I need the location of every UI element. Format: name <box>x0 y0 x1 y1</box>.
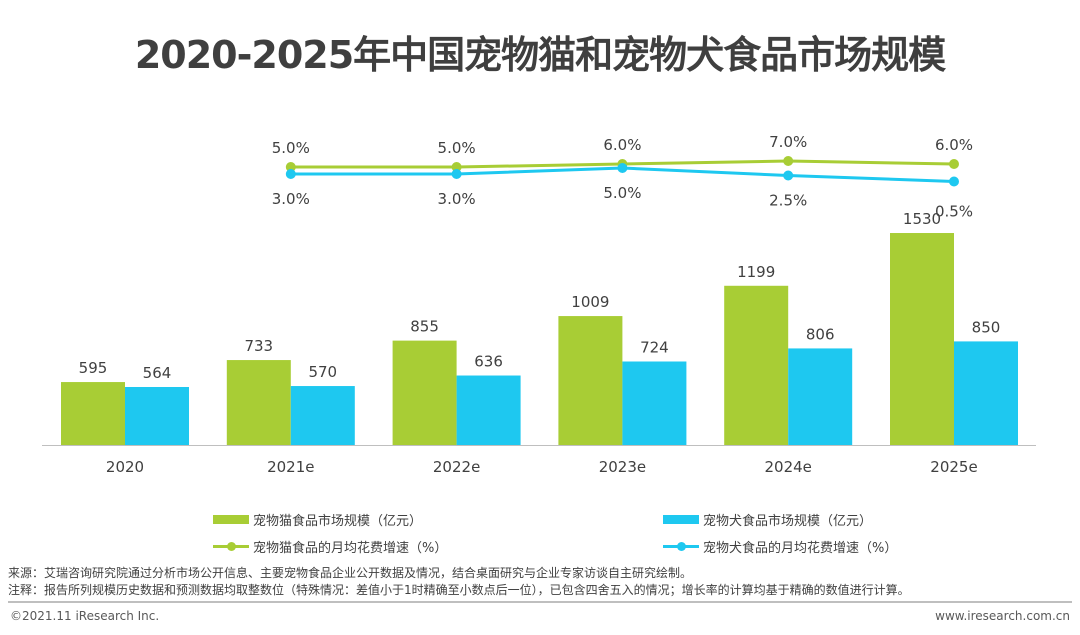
x-tick-label: 2022e <box>433 458 480 476</box>
data-label: 850 <box>972 318 1001 336</box>
line-data-label: 6.0% <box>603 136 641 154</box>
line-point <box>783 156 794 166</box>
line-point <box>617 163 628 173</box>
line-point <box>949 159 959 169</box>
bar-dog-market <box>290 386 355 445</box>
x-tick-label: 2024e <box>764 458 811 476</box>
data-label: 564 <box>143 364 172 382</box>
legend-swatch-green-bar <box>213 515 249 524</box>
data-label: 570 <box>308 363 337 381</box>
line-data-label: 2.5% <box>769 192 807 210</box>
line-point <box>285 169 296 179</box>
line-point <box>451 169 462 179</box>
line-data-label: 6.0% <box>935 136 973 154</box>
line-point <box>285 162 296 172</box>
website-link[interactable]: www.iresearch.com.cn <box>935 609 1070 623</box>
bar-cat-market <box>392 340 457 445</box>
x-tick-label: 2020 <box>106 458 144 476</box>
line-point <box>783 170 794 181</box>
data-label: 1009 <box>571 293 609 311</box>
x-tick-label: 2025e <box>930 458 977 476</box>
source-note: 来源：艾瑞咨询研究院通过分析市场公开信息、主要宠物食品企业公开数据及情况，结合桌… <box>8 566 693 580</box>
line-point <box>451 162 462 172</box>
line-data-label: 5.0% <box>603 184 641 202</box>
remark-note: 注释：报告所列规模历史数据和预测数据均取整数位（特殊情况：差值小于1时精确至小数… <box>8 583 910 597</box>
data-label: 636 <box>474 353 503 371</box>
bar-cat-market <box>890 233 954 445</box>
bar-dog-market <box>622 361 687 445</box>
data-label: 806 <box>806 325 835 343</box>
legend-label: 宠物犬食品市场规模（亿元） <box>703 514 873 529</box>
legend-label: 宠物猫食品的月均花费增速（%） <box>253 541 448 556</box>
legend-cat-growth: 宠物猫食品的月均花费增速（%） <box>213 537 447 556</box>
bar-dog-market <box>788 348 853 445</box>
data-label: 1530 <box>903 210 941 228</box>
bar-cat-market <box>724 285 789 445</box>
legend-label: 宠物猫食品市场规模（亿元） <box>253 514 423 529</box>
line-data-label: 5.0% <box>272 139 310 157</box>
bar-cat-market <box>61 382 125 445</box>
bar-dog-market <box>954 341 1018 445</box>
combo-chart: 2020 595 564 2021e 733 570 2022e 855 636 2023e 100… <box>42 133 1036 476</box>
line-point <box>949 176 959 187</box>
chart-title: 2020-2025年中国宠物猫和宠物犬食品市场规模 <box>134 33 946 77</box>
legend-swatch-blue-bar <box>663 515 699 524</box>
x-tick-label: 2021e <box>267 458 314 476</box>
legend-swatch-green-line <box>213 542 249 551</box>
bar-dog-market <box>456 375 521 445</box>
legend-dog-market: 宠物犬食品市场规模（亿元） <box>663 510 872 529</box>
data-label: 1199 <box>737 263 775 281</box>
legend-cat-market: 宠物猫食品市场规模（亿元） <box>213 510 422 529</box>
bar-cat-market <box>226 360 291 445</box>
line-data-label: 3.0% <box>272 190 310 208</box>
bar-cat-market <box>558 316 623 445</box>
line-data-label: 0.5% <box>935 203 973 221</box>
line-data-label: 5.0% <box>438 139 476 157</box>
copyright: ©2021.11 iResearch Inc. <box>10 609 160 623</box>
data-label: 724 <box>640 338 669 356</box>
bar-dog-market <box>125 386 189 445</box>
legend-dog-growth: 宠物犬食品的月均花费增速（%） <box>663 537 897 556</box>
line-data-label: 3.0% <box>438 190 476 208</box>
legend-swatch-blue-line <box>663 542 699 551</box>
data-label: 595 <box>79 359 108 377</box>
data-label: 855 <box>410 318 439 336</box>
x-tick-label: 2023e <box>599 458 646 476</box>
legend-label: 宠物犬食品的月均花费增速（%） <box>703 541 898 556</box>
line-data-label: 7.0% <box>769 133 807 151</box>
data-label: 733 <box>244 337 273 355</box>
footer-divider <box>8 601 1072 603</box>
